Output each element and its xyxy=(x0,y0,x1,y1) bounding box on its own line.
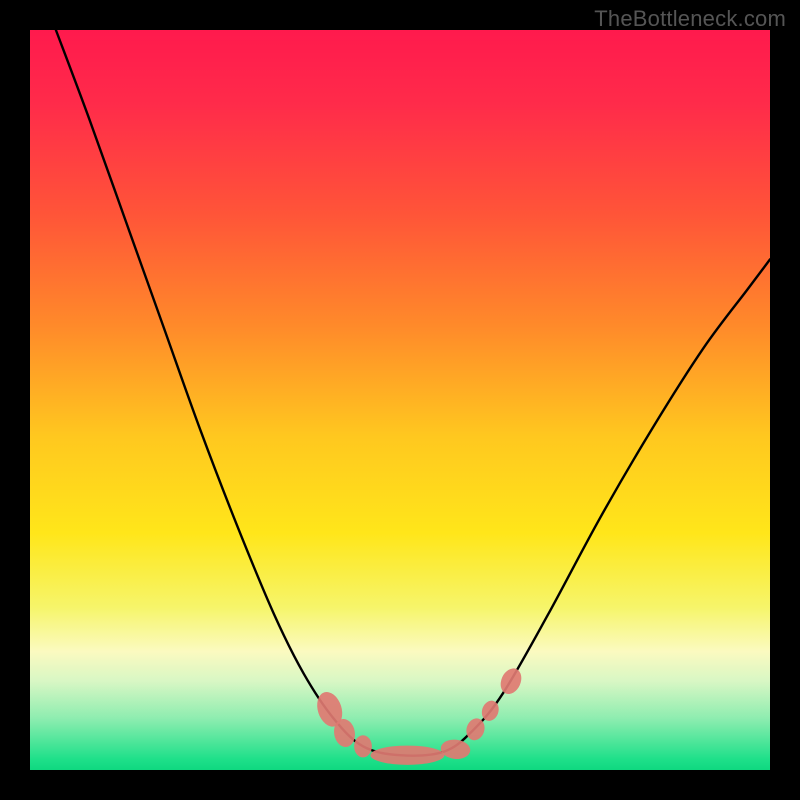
marker-blob xyxy=(370,746,444,765)
plot-background xyxy=(30,30,770,770)
chart-stage: TheBottleneck.com xyxy=(0,0,800,800)
marker-blob xyxy=(354,735,372,757)
bottleneck-chart xyxy=(0,0,800,800)
